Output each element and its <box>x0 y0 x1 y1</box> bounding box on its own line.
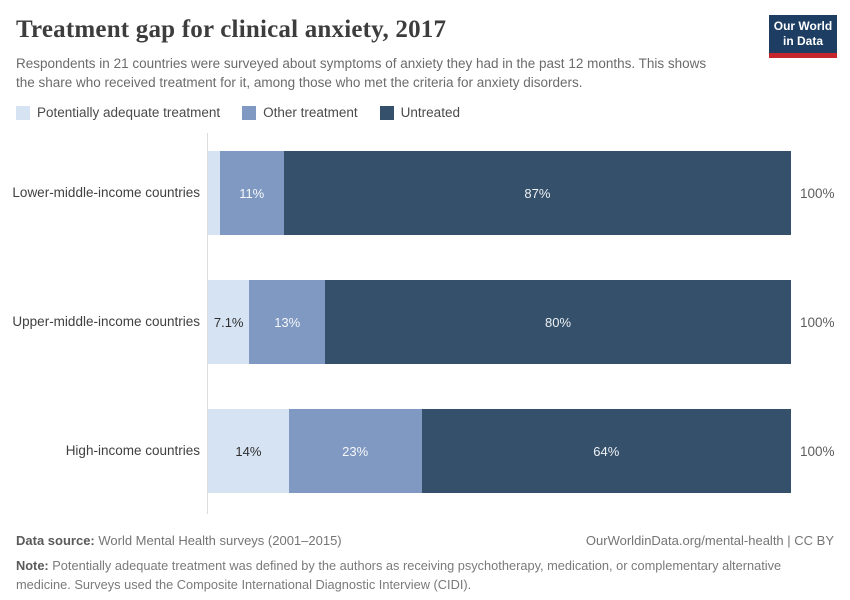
data-source-text: World Mental Health surveys (2001–2015) <box>94 533 342 549</box>
segment-label: 7.1% <box>213 314 244 330</box>
data-source: Data source: World Mental Health surveys… <box>16 533 342 548</box>
bar-row-lower-middle-income: Lower-middle-income countries 11% 87% 10… <box>0 151 850 236</box>
bar-segment-other-treatment: 11% <box>219 151 284 236</box>
owid-logo[interactable]: Our World in Data <box>769 15 837 58</box>
bar-segment-untreated: 87% <box>283 151 791 236</box>
bar-segment-other-treatment: 13% <box>249 280 326 365</box>
bar-segment-other-treatment: 23% <box>288 409 422 494</box>
legend-label: Potentially adequate treatment <box>37 105 221 121</box>
legend-item-other-treatment: Other treatment <box>242 105 358 120</box>
segment-label: 87% <box>524 185 551 201</box>
segment-label: 64% <box>593 443 620 459</box>
row-label: Upper-middle-income countries <box>12 314 200 330</box>
segment-label: 14% <box>235 443 262 459</box>
legend-swatch <box>379 105 394 120</box>
row-label: High-income countries <box>65 443 200 459</box>
bar-track: 14% 23% 64% <box>208 409 791 494</box>
total-label: 100% <box>800 185 835 201</box>
segment-label: 11% <box>239 185 265 201</box>
row-label: Lower-middle-income countries <box>12 185 200 201</box>
legend-swatch <box>242 105 257 120</box>
footer: Data source: World Mental Health surveys… <box>0 514 850 594</box>
segment-label: 13% <box>274 314 301 330</box>
note-text: Potentially adequate treatment was defin… <box>16 558 782 592</box>
segment-label: 23% <box>342 443 369 459</box>
bar-segment-potentially-adequate <box>208 151 220 236</box>
bar-segment-untreated: 64% <box>421 409 791 494</box>
legend: Potentially adequate treatment Other tre… <box>0 105 850 120</box>
bar-row-high-income: High-income countries 14% 23% 64% 100% <box>0 409 850 494</box>
legend-swatch <box>16 105 30 120</box>
segment-label: 80% <box>545 314 572 330</box>
chart-subtitle: Respondents in 21 countries were surveye… <box>16 56 707 91</box>
bar-track: 7.1% 13% 80% <box>208 280 792 365</box>
bar-segment-potentially-adequate: 7.1% <box>208 280 250 365</box>
y-axis-line <box>207 133 208 515</box>
owid-logo-box: Our World in Data <box>769 15 837 53</box>
legend-label: Untreated <box>400 105 460 121</box>
source-row: Data source: World Mental Health surveys… <box>16 533 834 548</box>
bar-track: 11% 87% <box>208 151 791 236</box>
total-label: 100% <box>800 314 835 330</box>
owid-logo-red-strip <box>769 52 837 58</box>
bar-segment-potentially-adequate: 14% <box>208 409 289 494</box>
legend-label: Other treatment <box>263 105 358 121</box>
stacked-bar-chart: Lower-middle-income countries 11% 87% 10… <box>0 133 850 515</box>
legend-item-untreated: Untreated <box>379 105 460 121</box>
note-label: Note: <box>16 558 49 574</box>
bar-row-upper-middle-income: Upper-middle-income countries 7.1% 13% 8… <box>0 280 850 365</box>
note: Note: Potentially adequate treatment was… <box>16 557 806 594</box>
legend-item-potentially-adequate: Potentially adequate treatment <box>16 105 220 120</box>
page-title: Treatment gap for clinical anxiety, 2017 <box>16 16 447 43</box>
data-source-label: Data source: <box>16 533 95 549</box>
owid-logo-line2: in Data <box>782 34 823 49</box>
bar-segment-untreated: 80% <box>325 280 792 365</box>
attribution-link[interactable]: OurWorldinData.org/mental-health | CC BY <box>585 533 834 549</box>
owid-logo-line1: Our World <box>773 19 833 33</box>
header: Treatment gap for clinical anxiety, 2017… <box>0 0 850 92</box>
total-label: 100% <box>800 443 835 459</box>
